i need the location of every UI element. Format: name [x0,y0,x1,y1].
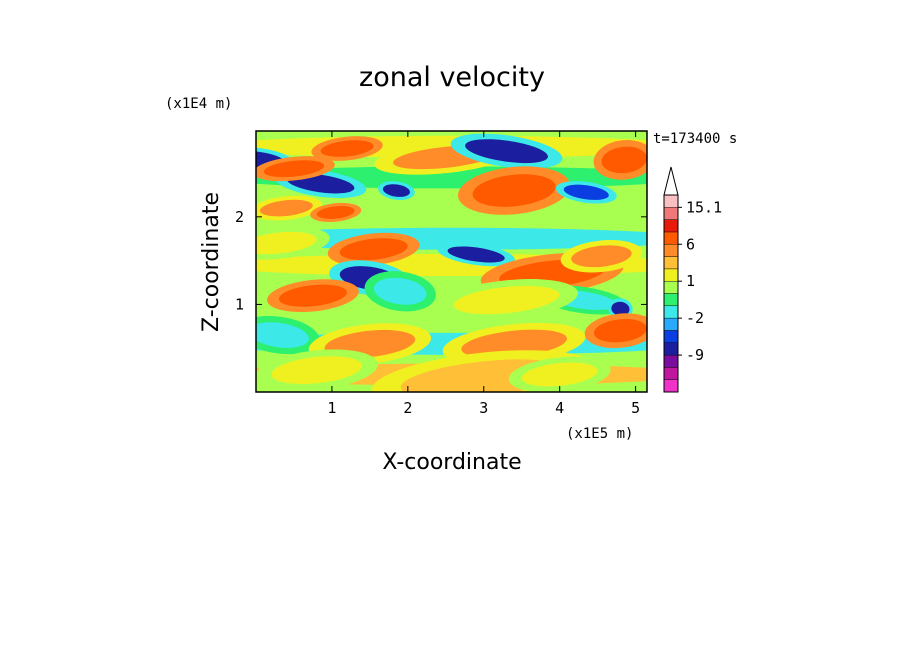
feature-core [571,245,632,268]
field-feature [256,226,330,260]
colorbar-label: 1 [686,272,695,290]
colorbar-segment [663,305,679,319]
colorbar-segment [663,268,679,282]
field-feature [364,271,436,312]
field-feature [508,356,611,392]
field-feature [256,156,335,182]
colorbar-frame [663,194,679,393]
feature-core [339,238,408,261]
field-feature [560,239,643,273]
y-tick-label: 1 [235,295,244,313]
colorbar-extend-arrow [663,166,679,196]
feature-core [271,356,363,385]
colorbar-segment [663,379,679,393]
colorbar-segment [663,293,679,307]
field-feature [327,232,420,266]
feature-core [256,231,317,255]
y-unit-label: (x1E4 m) [165,96,232,112]
field-feature [256,349,378,391]
x-axis: 1 2 3 4 5 [327,131,640,417]
colorbar: 15.1 6 1 -2 -9 [663,166,722,393]
velocity-field [256,131,647,392]
field-feature [458,166,571,215]
colorbar-segment [663,194,679,208]
feature-core [278,284,347,307]
colorbar-segment [663,256,679,270]
x-tick-label: 4 [555,399,564,417]
colorbar-label: -9 [686,346,704,364]
feature-core [601,146,647,174]
colorbar-segment [663,330,679,343]
colorbar-segment [663,317,679,331]
feature-core [259,199,313,217]
feature-core [472,174,556,207]
x-unit-label: (x1E5 m) [566,426,633,442]
feature-core [320,140,374,157]
feature-core [263,160,325,178]
field-feature [450,133,563,169]
colorbar-label: -2 [686,309,704,327]
feature-core [382,184,411,197]
field-feature [267,279,359,313]
x-tick-label: 1 [327,399,336,417]
colorbar-label: 6 [686,235,695,253]
x-axis-label: X-coordinate [382,450,521,475]
field-feature [256,315,320,355]
colorbar-segment [663,231,679,245]
x-tick-label: 2 [403,399,412,417]
y-tick-label: 2 [235,208,244,226]
field-feature [256,195,323,221]
colorbar-segment [663,342,679,356]
time-label: t=173400 s [653,131,737,147]
colorbar-segment [663,354,679,368]
feature-core [563,184,609,200]
field-feature [435,279,578,322]
colorbar-segment [663,219,679,233]
field-feature [311,136,383,161]
feature-core [256,322,309,348]
x-tick-label: 5 [631,399,640,417]
y-axis-label: Z-coordinate [199,192,224,332]
x-tick-label: 3 [479,399,488,417]
field-feature [584,313,647,349]
feature-core [316,206,355,219]
field-feature [310,202,362,222]
colorbar-segment [663,207,679,220]
colorbar-segment [663,367,679,380]
feature-core [373,277,427,305]
colorbar-segment [663,280,679,294]
y-axis: 12 [235,208,647,313]
feature-core [453,285,560,315]
colorbar-segment [663,244,679,257]
field-feature [593,140,647,180]
chart-title: zonal velocity [359,62,545,93]
field-feature [555,181,617,204]
field-feature [378,181,415,201]
feature-core [611,301,630,316]
feature-core [465,139,548,164]
feature-core [521,362,598,387]
feature-core [593,319,647,343]
field-feature [437,242,515,267]
plot-frame [255,130,648,393]
colorbar-label: 15.1 [686,198,722,216]
plot-area [255,130,648,393]
feature-core [447,246,505,263]
